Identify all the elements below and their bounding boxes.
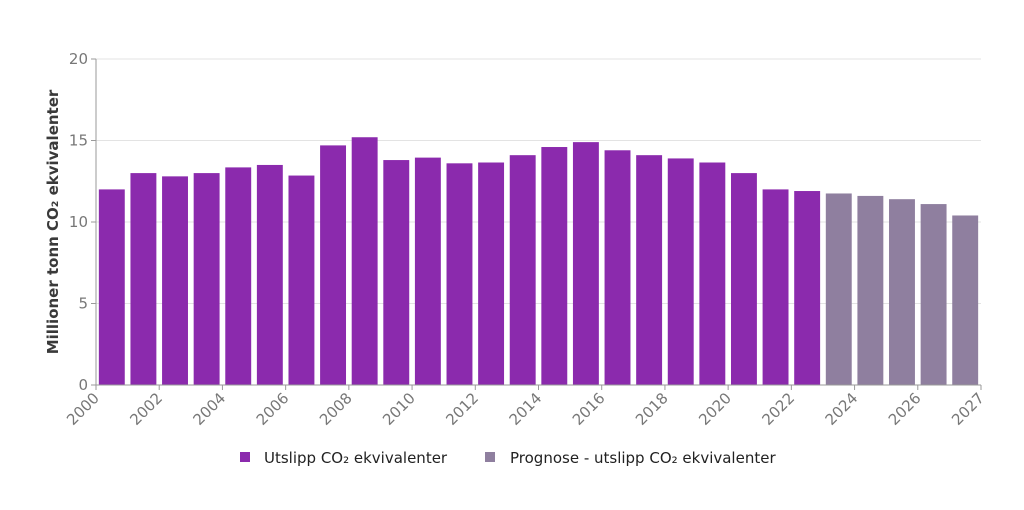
bar-2022 [794,191,821,385]
x-tick-label-2018: 2018 [632,389,672,429]
x-tick-labels: 2000 2002 2004 2006 2008 2010 2012 2014 2016 2018… [63,385,988,429]
bar-2008 [351,137,378,385]
bar-2006 [288,175,315,385]
forecast-bar-2026 [920,204,947,385]
x-tick-label-2010: 2010 [379,389,419,429]
x-tick-label-2026: 2026 [885,389,925,429]
x-tick-label-2006: 2006 [253,389,293,429]
bar-2017 [636,155,663,385]
bar-2007 [320,145,347,385]
x-tick-label-2024: 2024 [822,389,862,429]
bar-2015 [572,142,599,385]
x-tick-label-2000: 2000 [63,389,103,429]
bars [98,137,979,385]
bar-2009 [383,160,410,385]
x-tick-label-2027: 2027 [948,389,988,429]
x-tick-label-2004: 2004 [190,389,230,429]
bar-2010 [414,157,441,385]
x-tick-label-2012: 2012 [442,389,482,429]
y-tick-label-20: 20 [69,50,88,68]
x-tick-label-2002: 2002 [126,389,166,429]
legend-swatch-forecast [485,452,495,462]
bar-2019 [699,162,726,385]
bar-2001 [130,173,157,385]
bar-2021 [762,189,789,385]
bar-2018 [667,158,694,385]
forecast-bar-2023 [825,193,852,385]
x-tick-label-2016: 2016 [569,389,609,429]
forecast-bar-2025 [889,199,915,385]
y-axis-title: Millioner tonn CO₂ ekvivalenter [44,89,62,354]
bar-2003 [193,173,220,385]
x-tick-label-2020: 2020 [695,389,735,429]
bar-2013 [509,155,536,385]
y-tick-label-5: 5 [78,295,88,313]
legend: Utslipp CO₂ ekvivalenter Prognose - utsl… [240,449,776,467]
bar-2014 [541,147,568,385]
x-tick-label-2014: 2014 [506,389,546,429]
forecast-bar-2024 [857,195,884,385]
bar-2000 [98,189,125,385]
bar-2011 [446,163,473,385]
y-tick-label-15: 15 [69,132,88,150]
bar-2016 [604,150,631,385]
bar-2020 [730,173,757,385]
y-tick-label-10: 10 [69,213,88,231]
legend-label-forecast: Prognose - utslipp CO₂ ekvivalenter [510,449,776,467]
legend-label-observed: Utslipp CO₂ ekvivalenter [264,449,448,467]
bar-2002 [162,176,188,385]
bar-2004 [225,167,252,385]
forecast-bar-2027 [952,215,979,385]
bar-2012 [478,162,505,385]
x-tick-label-2022: 2022 [758,389,798,429]
legend-swatch-observed [240,452,250,462]
y-tick-labels: 0 5 10 15 20 [69,50,96,394]
bar-2005 [256,164,283,385]
x-tick-label-2008: 2008 [316,389,356,429]
y-tick-label-0: 0 [78,376,88,394]
